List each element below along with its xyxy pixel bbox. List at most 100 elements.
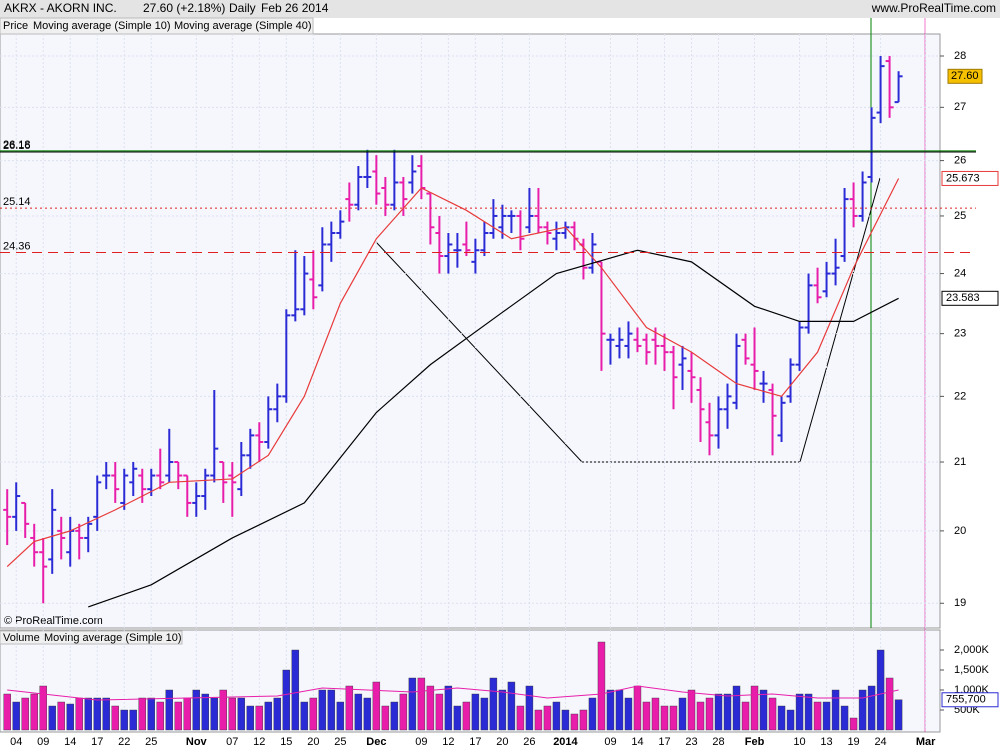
change: 27.60 (+2.18%) <box>143 1 225 15</box>
volume-bar <box>300 701 309 731</box>
volume-bar <box>741 701 750 731</box>
volume-bar <box>129 709 137 731</box>
volume-bar <box>849 717 858 731</box>
y-tick-label: 27 <box>954 101 966 113</box>
level-label: 25.14 <box>3 196 31 208</box>
volume-bar <box>831 689 840 731</box>
x-tick-label: 14 <box>64 736 76 748</box>
x-tick-label: Feb <box>745 736 765 748</box>
x-tick-label: 04 <box>10 736 22 748</box>
volume-bar <box>534 709 543 731</box>
volume-bar <box>597 641 606 731</box>
volume-bar <box>399 693 408 731</box>
volume-bar <box>39 685 47 731</box>
volume-bar <box>21 697 29 731</box>
legend-price: Price <box>3 20 28 32</box>
x-tick-label: 09 <box>604 736 616 748</box>
volume-bar <box>66 703 74 731</box>
volume-bar <box>669 705 678 731</box>
volume-bar <box>705 697 714 731</box>
volume-bar <box>165 689 173 731</box>
source: www.ProRealTime.com <box>871 1 996 15</box>
x-tick-label: 14 <box>631 736 643 748</box>
volume-bar <box>642 701 651 731</box>
period: Daily <box>229 1 256 15</box>
volume-bar <box>354 693 363 731</box>
y-tick-label: 23 <box>954 328 966 340</box>
volume-bar <box>111 705 119 731</box>
volume-bar <box>12 701 20 731</box>
volume-bar <box>453 705 462 731</box>
x-tick-label: 25 <box>334 736 346 748</box>
x-tick-label: 19 <box>847 736 859 748</box>
volume-bar <box>498 689 507 731</box>
ma-value: 23.583 <box>946 292 980 304</box>
volume-bar <box>345 685 354 731</box>
volume-legend-box <box>0 630 183 645</box>
volume-bar <box>138 697 146 731</box>
volume-bar <box>570 713 579 731</box>
volume-bar <box>516 705 525 731</box>
volume-bar <box>840 705 849 731</box>
x-tick-label: Nov <box>186 736 208 748</box>
volume-bar <box>894 699 903 731</box>
x-tick-label: 23 <box>685 736 697 748</box>
volume-bar <box>822 701 831 731</box>
volume-bar <box>462 701 471 731</box>
volume-bar <box>471 693 480 731</box>
last-volume: 755,700 <box>946 694 986 706</box>
volume-bar <box>732 685 741 731</box>
legend-volume-ma: Moving average (Simple 10) <box>44 632 182 644</box>
last-price-box <box>947 68 983 84</box>
symbol: AKRX - AKORN INC. <box>4 1 117 15</box>
volume-bar <box>633 685 642 731</box>
volume-bar <box>714 693 723 731</box>
x-tick-label: 20 <box>307 736 319 748</box>
legend-box <box>0 17 314 35</box>
volume-bar <box>201 693 209 731</box>
header-bar <box>0 0 1000 18</box>
y-tick-label: 24 <box>954 267 966 279</box>
volume-bar <box>885 677 894 731</box>
volume-bar <box>813 701 822 731</box>
legend-volume: Volume <box>3 632 40 644</box>
x-tick-label: 09 <box>37 736 49 748</box>
volume-bar <box>255 705 264 731</box>
legend-ma10: Moving average (Simple 10) <box>33 20 171 32</box>
volume-bar <box>480 697 489 731</box>
x-tick-label: 07 <box>226 736 238 748</box>
volume-bar <box>678 697 687 731</box>
x-tick-label: 28 <box>712 736 724 748</box>
y-tick-label: 25 <box>954 210 966 222</box>
x-tick-label: 17 <box>469 736 481 748</box>
ma-line <box>6 178 900 568</box>
ma-value: 25.673 <box>946 172 980 184</box>
volume-bar <box>363 697 372 731</box>
x-tick-label: 10 <box>793 736 805 748</box>
volume-bar <box>318 689 327 731</box>
volume-bar <box>435 693 444 731</box>
volume-bar <box>417 677 426 731</box>
volume-bar <box>57 701 65 731</box>
x-tick-label: Dec <box>366 736 386 748</box>
volume-bar <box>444 685 453 731</box>
volume-bar <box>660 705 669 731</box>
volume-bar <box>147 697 155 731</box>
volume-bar <box>156 701 164 731</box>
x-tick-label: 12 <box>253 736 265 748</box>
x-tick-label: Mar <box>916 736 936 748</box>
volume-bar <box>48 705 56 731</box>
volume-bar <box>867 685 876 731</box>
volume-plot <box>3 630 927 731</box>
volume-bar <box>327 689 336 731</box>
last-price: 27.60 <box>951 70 979 82</box>
last-volume-box <box>941 692 999 708</box>
volume-bar <box>192 689 200 731</box>
volume-bar <box>507 681 516 731</box>
volume-bar <box>75 697 83 731</box>
volume-bar <box>426 685 435 731</box>
volume-bar <box>552 701 561 731</box>
volume-bar <box>183 697 191 731</box>
volume-bar <box>588 697 597 731</box>
